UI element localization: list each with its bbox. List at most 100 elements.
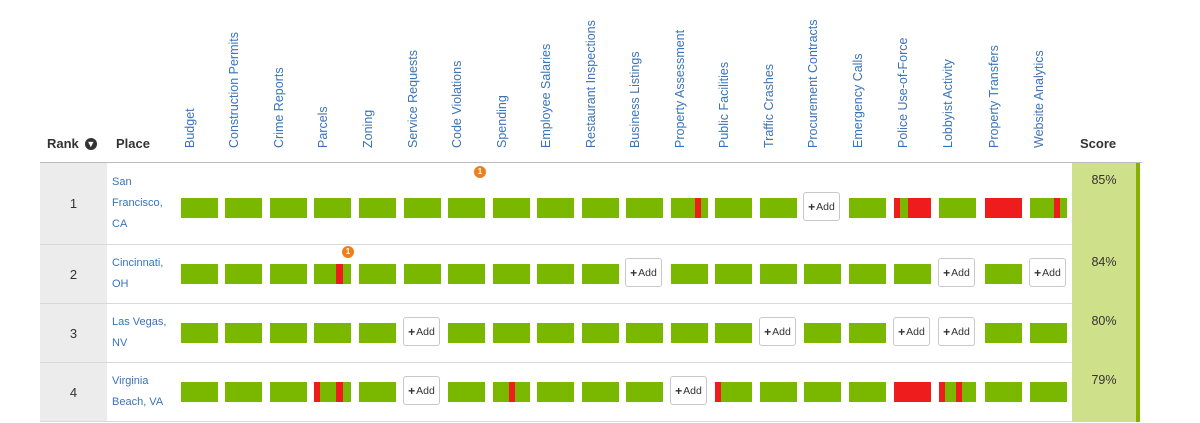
column-header-label[interactable]: Traffic Crashes xyxy=(762,63,776,148)
status-bar-partial[interactable] xyxy=(314,264,351,284)
status-bar-full[interactable] xyxy=(314,198,351,218)
place-link[interactable]: Cincinnati, OH xyxy=(112,257,164,290)
cell-service-requests[interactable] xyxy=(404,198,441,218)
status-bar-full[interactable] xyxy=(985,264,1022,284)
status-bar-full[interactable] xyxy=(270,264,307,284)
status-bar-full[interactable] xyxy=(270,323,307,343)
column-header-label[interactable]: Lobbyist Activity xyxy=(941,59,955,148)
add-button[interactable]: + Add xyxy=(403,317,440,346)
cell-police-use-of-force[interactable] xyxy=(894,264,931,284)
status-bar-full[interactable] xyxy=(849,323,886,343)
status-bar-full[interactable] xyxy=(225,323,262,343)
status-bar-full[interactable] xyxy=(582,323,619,343)
column-header-label[interactable]: Crime Reports xyxy=(272,67,286,148)
status-bar-full[interactable] xyxy=(359,323,396,343)
add-button[interactable]: + Add xyxy=(1029,258,1066,287)
status-bar-full[interactable] xyxy=(894,264,931,284)
cell-crime-reports[interactable] xyxy=(270,198,307,218)
status-bar-full[interactable] xyxy=(804,323,841,343)
status-bar-full[interactable] xyxy=(804,382,841,402)
add-button[interactable]: + Add xyxy=(625,258,662,287)
status-bar-partial[interactable] xyxy=(671,198,708,218)
status-bar-full[interactable] xyxy=(671,264,708,284)
cell-spending[interactable] xyxy=(493,323,530,343)
cell-procurement-contracts[interactable] xyxy=(804,382,841,402)
column-header-label[interactable]: Service Requests xyxy=(406,50,420,148)
status-bar-full[interactable] xyxy=(1030,382,1067,402)
status-bar-partial[interactable] xyxy=(1030,198,1067,218)
cell-employee-salaries[interactable] xyxy=(537,382,574,402)
column-header-label[interactable]: Budget xyxy=(183,108,197,148)
status-bar-full[interactable] xyxy=(804,264,841,284)
add-button[interactable]: + Add xyxy=(670,376,707,405)
cell-police-use-of-force[interactable] xyxy=(894,198,931,218)
column-header-label[interactable]: Parcels xyxy=(316,106,330,148)
cell-crime-reports[interactable] xyxy=(270,264,307,284)
status-bar-partial[interactable] xyxy=(715,382,752,402)
cell-parcels[interactable] xyxy=(314,382,351,402)
place-link[interactable]: Las Vegas, NV xyxy=(112,316,167,349)
cell-zoning[interactable] xyxy=(359,198,396,218)
cell-code-violations[interactable] xyxy=(448,382,485,402)
status-bar-full[interactable] xyxy=(626,198,663,218)
status-bar-full[interactable] xyxy=(760,382,797,402)
cell-public-facilities[interactable] xyxy=(715,264,752,284)
status-bar-full[interactable] xyxy=(626,323,663,343)
status-bar-full[interactable] xyxy=(270,198,307,218)
column-header-label[interactable]: Property Assessment xyxy=(673,29,687,148)
cell-restaurant-inspections[interactable] xyxy=(582,198,619,218)
cell-emergency-calls[interactable] xyxy=(849,264,886,284)
status-bar-full[interactable] xyxy=(404,198,441,218)
notification-badge[interactable]: 1 xyxy=(474,166,486,178)
add-button[interactable]: + Add xyxy=(893,317,930,346)
cell-police-use-of-force[interactable] xyxy=(894,382,931,402)
cell-construction-permits[interactable] xyxy=(225,264,262,284)
cell-parcels[interactable] xyxy=(314,198,351,218)
place-link[interactable]: Virginia Beach, VA xyxy=(112,375,164,408)
cell-employee-salaries[interactable] xyxy=(537,323,574,343)
status-bar-full[interactable] xyxy=(493,198,530,218)
cell-property-transfers[interactable] xyxy=(985,382,1022,402)
cell-property-transfers[interactable] xyxy=(985,264,1022,284)
add-button[interactable]: + Add xyxy=(938,317,975,346)
cell-budget[interactable] xyxy=(181,198,218,218)
status-bar-full[interactable] xyxy=(448,264,485,284)
cell-crime-reports[interactable] xyxy=(270,323,307,343)
cell-website-analytics[interactable] xyxy=(1030,382,1067,402)
column-header-label[interactable]: Business Listings xyxy=(628,51,642,148)
place-link[interactable]: San Francisco, CA xyxy=(112,176,163,230)
status-bar-full[interactable] xyxy=(493,264,530,284)
status-bar-full[interactable] xyxy=(626,382,663,402)
status-bar-full[interactable] xyxy=(715,264,752,284)
cell-code-violations[interactable] xyxy=(448,264,485,284)
cell-website-analytics[interactable] xyxy=(1030,323,1067,343)
cell-business-listings[interactable] xyxy=(626,198,663,218)
cell-restaurant-inspections[interactable] xyxy=(582,264,619,284)
cell-emergency-calls[interactable] xyxy=(849,323,886,343)
cell-budget[interactable] xyxy=(181,264,218,284)
status-bar-full[interactable] xyxy=(985,382,1022,402)
cell-public-facilities[interactable] xyxy=(715,198,752,218)
status-bar-full[interactable] xyxy=(181,198,218,218)
column-header-label[interactable]: Restaurant Inspections xyxy=(584,20,598,148)
cell-budget[interactable] xyxy=(181,382,218,402)
column-header-label[interactable]: Zoning xyxy=(361,109,375,148)
column-header-label[interactable]: Spending xyxy=(495,95,509,148)
column-header-label[interactable]: Procurement Contracts xyxy=(806,19,820,148)
cell-zoning[interactable] xyxy=(359,382,396,402)
status-bar-full[interactable] xyxy=(225,198,262,218)
status-bar-full[interactable] xyxy=(671,323,708,343)
status-bar-full[interactable] xyxy=(985,323,1022,343)
column-header-label[interactable]: Website Analytics xyxy=(1032,50,1046,148)
cell-property-transfers[interactable] xyxy=(985,198,1022,218)
status-bar-full[interactable] xyxy=(448,323,485,343)
cell-traffic-crashes[interactable] xyxy=(760,198,797,218)
status-bar-full[interactable] xyxy=(582,264,619,284)
cell-zoning[interactable] xyxy=(359,264,396,284)
status-bar-full[interactable] xyxy=(849,264,886,284)
cell-property-assessment[interactable] xyxy=(671,323,708,343)
column-header-label[interactable]: Employee Salaries xyxy=(539,43,553,148)
add-button[interactable]: + Add xyxy=(938,258,975,287)
status-bar-full[interactable] xyxy=(448,198,485,218)
cell-public-facilities[interactable] xyxy=(715,323,752,343)
